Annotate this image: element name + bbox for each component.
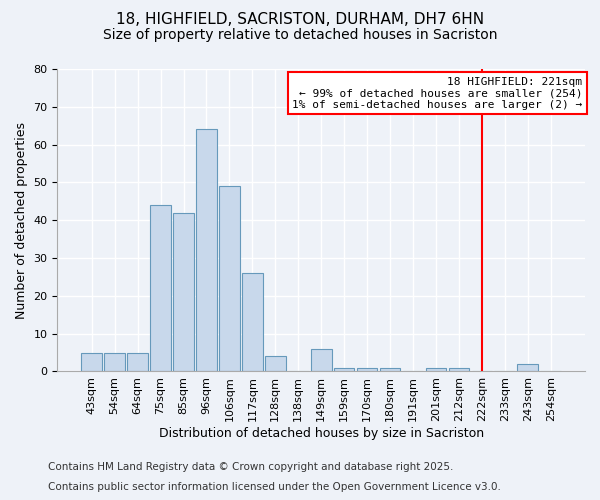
Bar — [127, 352, 148, 372]
Bar — [425, 368, 446, 372]
Bar — [517, 364, 538, 372]
Bar — [357, 368, 377, 372]
Bar — [196, 130, 217, 372]
Bar — [104, 352, 125, 372]
Text: 18, HIGHFIELD, SACRISTON, DURHAM, DH7 6HN: 18, HIGHFIELD, SACRISTON, DURHAM, DH7 6H… — [116, 12, 484, 28]
Bar — [265, 356, 286, 372]
Bar — [219, 186, 240, 372]
Y-axis label: Number of detached properties: Number of detached properties — [15, 122, 28, 318]
Bar — [173, 212, 194, 372]
Text: Contains public sector information licensed under the Open Government Licence v3: Contains public sector information licen… — [48, 482, 501, 492]
Bar — [311, 349, 332, 372]
Text: 18 HIGHFIELD: 221sqm
← 99% of detached houses are smaller (254)
1% of semi-detac: 18 HIGHFIELD: 221sqm ← 99% of detached h… — [292, 76, 583, 110]
Bar — [380, 368, 400, 372]
Bar — [242, 273, 263, 372]
Bar — [334, 368, 355, 372]
X-axis label: Distribution of detached houses by size in Sacriston: Distribution of detached houses by size … — [158, 427, 484, 440]
Bar — [82, 352, 102, 372]
Bar — [150, 205, 171, 372]
Bar — [449, 368, 469, 372]
Text: Contains HM Land Registry data © Crown copyright and database right 2025.: Contains HM Land Registry data © Crown c… — [48, 462, 454, 472]
Text: Size of property relative to detached houses in Sacriston: Size of property relative to detached ho… — [103, 28, 497, 42]
